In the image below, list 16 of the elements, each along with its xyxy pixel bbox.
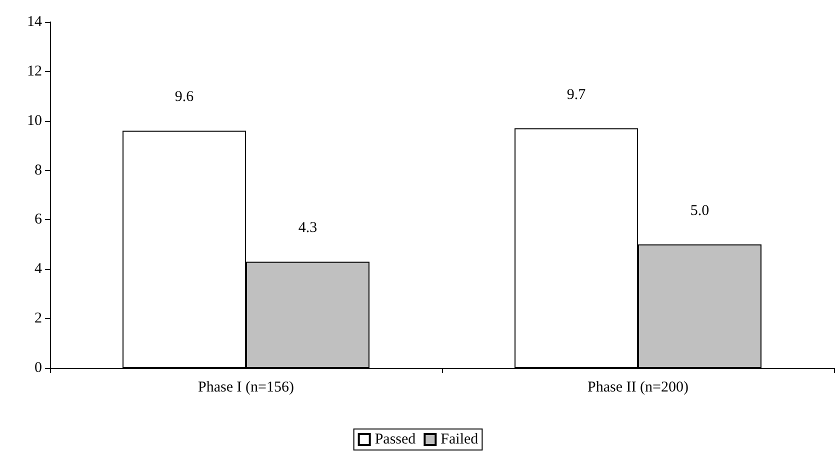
y-tick-label: 2 [34,310,42,327]
y-tick-label: 8 [34,162,42,178]
x-tick-label: Phase II (n=200) [588,380,688,396]
text: 4.3 [298,220,318,236]
text: 5.0 [690,202,710,219]
legend-label: Passed [374,432,416,448]
y-tick-label: 4 [34,261,42,278]
text: 9.7 [566,86,586,103]
y-tick-label: 10 [27,112,42,129]
y-tick-label: 12 [27,63,42,80]
y-tick-label: 0 [34,360,42,376]
text: 9.6 [174,89,194,106]
y-tick-label: 14 [27,14,42,30]
x-tick-label: Phase I (n=156) [198,380,294,396]
legend-label: Failed [440,432,479,448]
y-tick-label: 6 [34,212,42,228]
